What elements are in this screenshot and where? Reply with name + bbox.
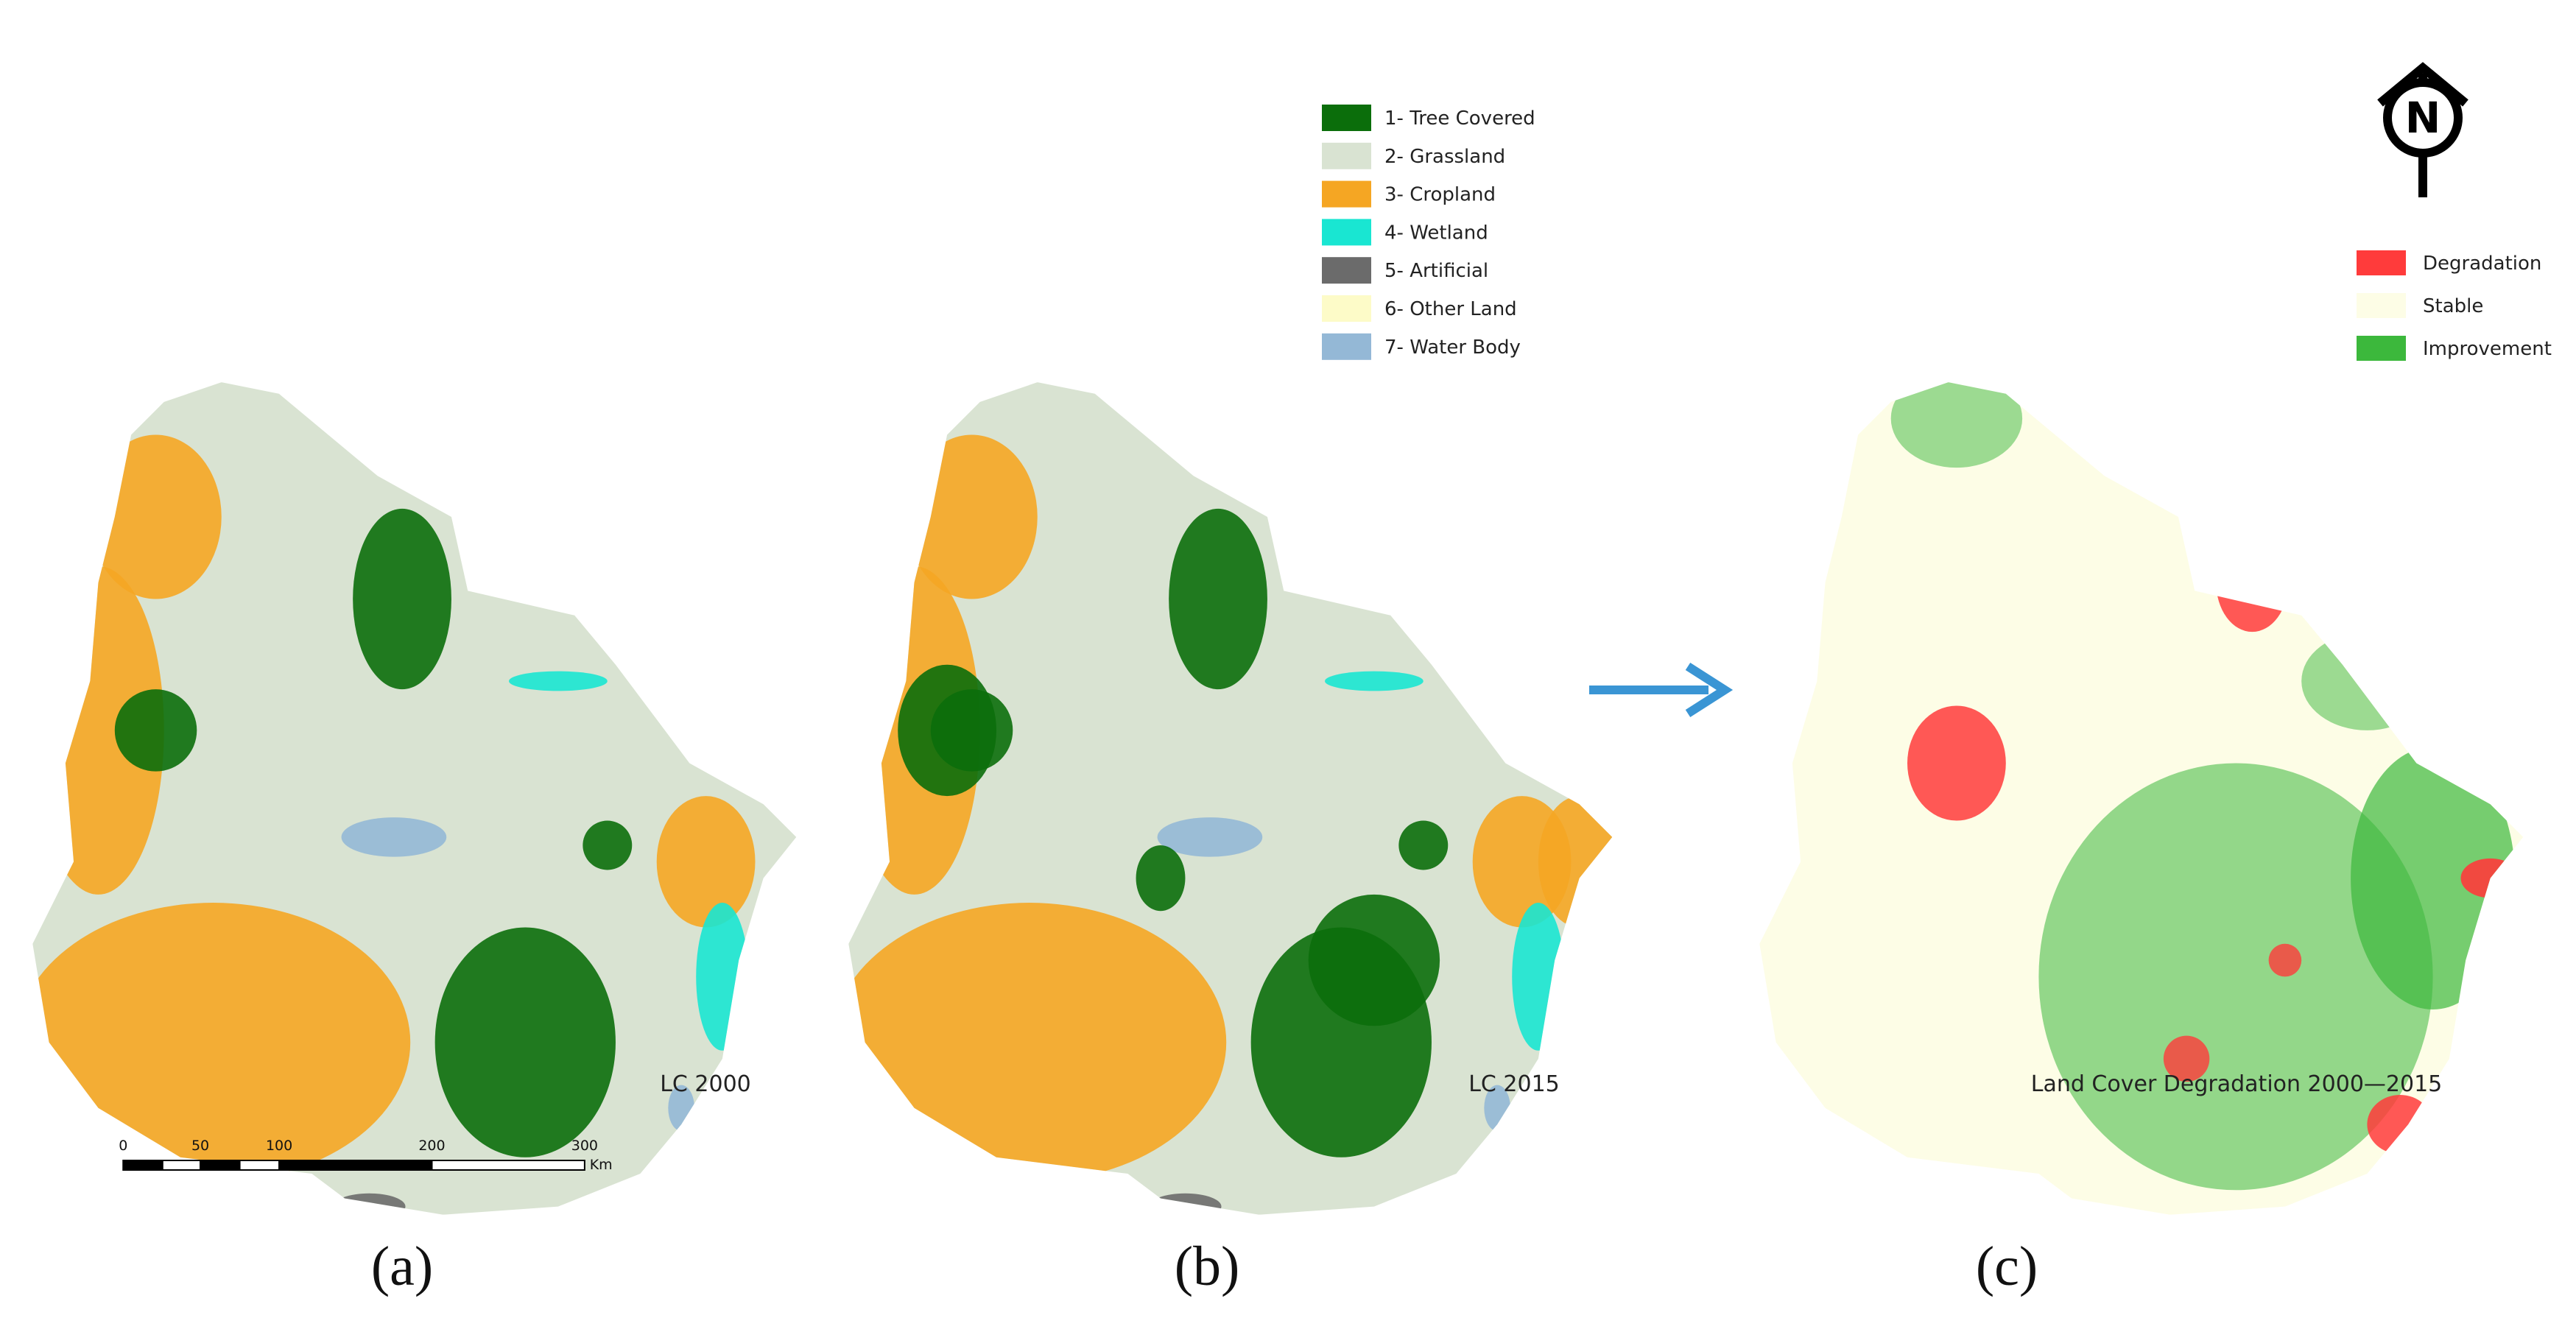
land-patch	[353, 508, 451, 690]
legend-label: 7- Water Body	[1384, 336, 1521, 359]
legend-swatch	[2357, 336, 2406, 361]
land-patch	[2163, 1035, 2210, 1082]
legend-label: Improvement	[2423, 338, 2552, 360]
land-patch	[114, 689, 197, 772]
legend-swatch	[1322, 180, 1371, 208]
map-label: LC 2015	[1468, 1071, 1560, 1097]
land-patch	[2351, 747, 2516, 1009]
land-patch	[1890, 382, 2023, 468]
legend-label: Degradation	[2423, 253, 2541, 275]
land-patch	[1149, 1193, 1222, 1215]
land-patch	[848, 903, 1227, 1183]
land-patch	[333, 1193, 406, 1215]
legend-label: 1- Tree Covered	[1384, 108, 1535, 130]
map-panel	[32, 382, 797, 1215]
land-patch	[2301, 632, 2433, 730]
land-patch	[1538, 796, 1613, 928]
scale-segment	[431, 1160, 585, 1171]
land-patch	[2367, 1094, 2433, 1155]
map-label: LC 2000	[660, 1071, 751, 1097]
legend-label: 2- Grassland	[1384, 146, 1505, 168]
map-panel	[1759, 382, 2524, 1215]
land-patch	[696, 903, 749, 1051]
legend-swatch	[1322, 333, 1371, 360]
scale-segment	[239, 1160, 281, 1171]
legend-swatch	[1322, 295, 1371, 322]
scale-unit: Km	[590, 1157, 613, 1173]
scale-segment	[278, 1160, 433, 1171]
legend-label: 5- Artificial	[1384, 260, 1488, 282]
land-patch	[906, 434, 1038, 599]
north-arrow: N	[2377, 62, 2468, 197]
land-patch	[2216, 533, 2289, 632]
legend-swatch	[1322, 257, 1371, 284]
scale-segment	[122, 1160, 163, 1171]
land-patch	[1512, 903, 1565, 1051]
scale-segment	[200, 1160, 241, 1171]
map	[32, 382, 797, 1215]
legend-label: Stable	[2423, 295, 2483, 317]
legend-swatch	[1322, 105, 1371, 131]
land-patch	[434, 927, 616, 1157]
legend-label: 4- Wetland	[1384, 222, 1488, 244]
scale-segment	[161, 1160, 202, 1171]
map	[848, 382, 1613, 1215]
panel-caption: (a)	[371, 1236, 433, 1297]
land-patch	[656, 796, 756, 928]
land-patch	[32, 903, 411, 1183]
land-patch	[90, 434, 222, 599]
land-patch	[341, 817, 447, 857]
land-patch	[1308, 894, 1440, 1026]
land-patch	[2038, 763, 2433, 1191]
land-patch	[1325, 671, 1424, 691]
scale-label: 100	[266, 1138, 292, 1154]
legend-swatch	[2357, 293, 2406, 318]
map-panel	[848, 382, 1613, 1215]
land-patch	[2460, 858, 2520, 898]
scale-label: 300	[571, 1138, 598, 1154]
legend-swatch	[2357, 250, 2406, 275]
legend-swatch	[1322, 219, 1371, 246]
scale-label: 200	[418, 1138, 445, 1154]
land-patch	[1169, 508, 1267, 690]
land-patch	[1398, 820, 1449, 870]
scale-label: 0	[119, 1138, 127, 1154]
map	[1759, 382, 2524, 1215]
transition-arrow	[1589, 662, 1734, 718]
land-patch	[898, 664, 996, 797]
land-patch	[1907, 705, 2006, 821]
map-label: Land Cover Degradation 2000—2015	[2031, 1071, 2443, 1097]
land-patch	[2268, 943, 2302, 977]
land-patch	[583, 820, 633, 870]
land-patch	[1157, 817, 1263, 857]
panel-caption: (b)	[1175, 1236, 1240, 1297]
legend-swatch	[1322, 142, 1371, 169]
legend-label: 3- Cropland	[1384, 184, 1496, 206]
north-label: N	[2405, 93, 2441, 143]
land-patch	[1136, 845, 1186, 912]
panel-caption: (c)	[1976, 1236, 2038, 1297]
land-patch	[509, 671, 608, 691]
legend-label: 6- Other Land	[1384, 298, 1517, 320]
scale-label: 50	[191, 1138, 209, 1154]
